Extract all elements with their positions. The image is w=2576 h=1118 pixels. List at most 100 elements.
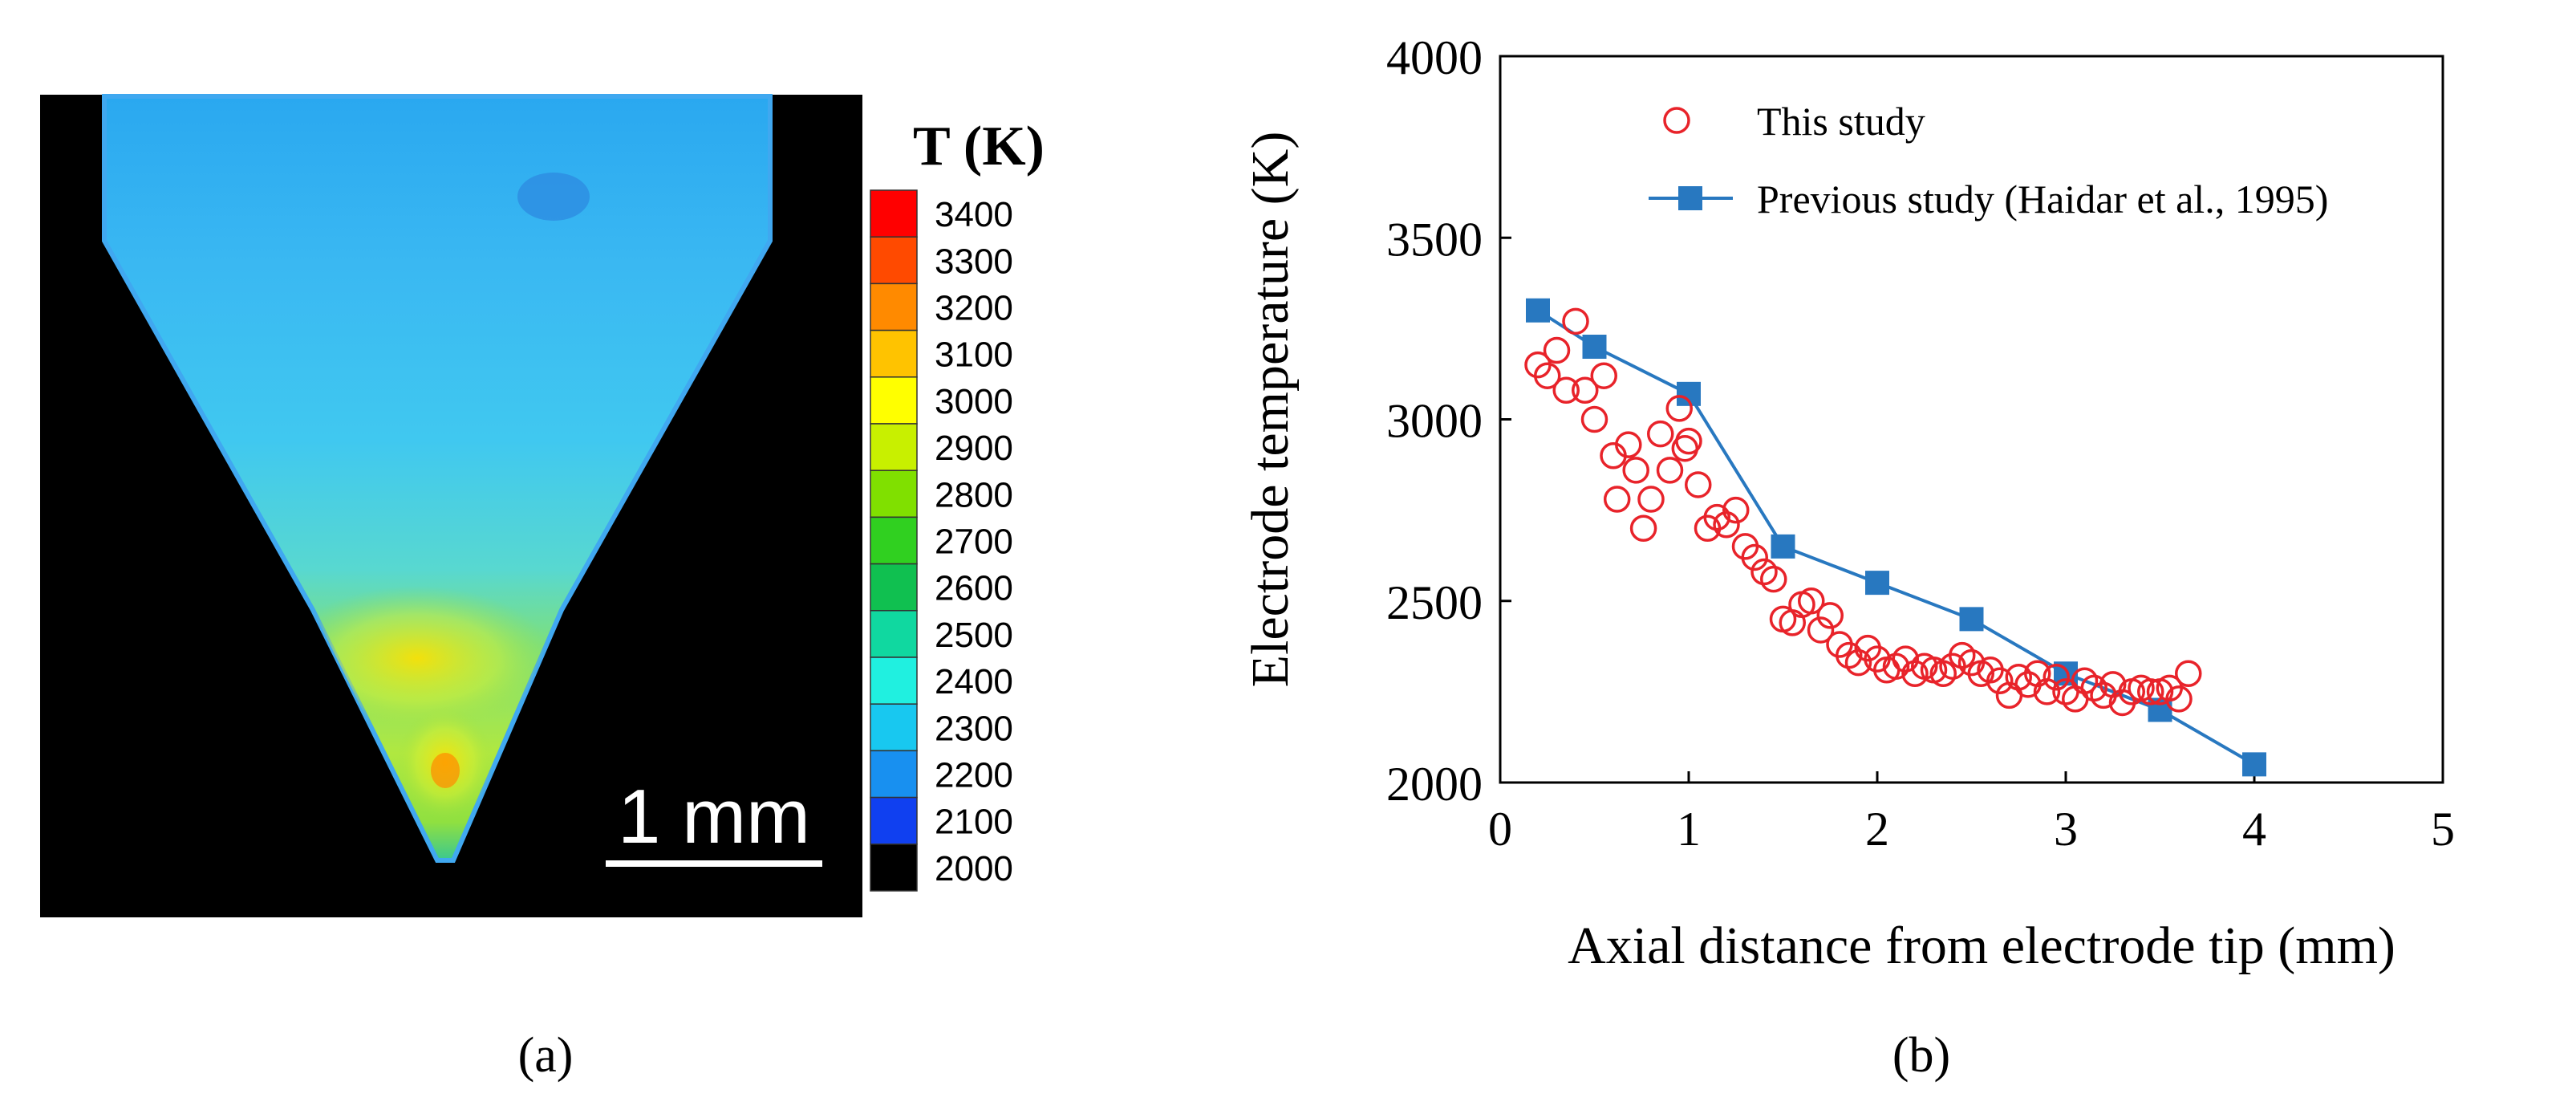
x-tick-label: 3 xyxy=(2054,803,2078,856)
this-study-point xyxy=(1580,405,1608,433)
this-study-point xyxy=(2165,685,2193,713)
this-study-point xyxy=(1949,641,1976,669)
this-study-point xyxy=(1622,457,1649,484)
colorbar-tick-label: 3300 xyxy=(935,242,1013,281)
this-study-point xyxy=(2033,678,2061,705)
legend-label-previous-study: Previous study (Haidar et al., 1995) xyxy=(1757,177,2328,222)
colorbar-swatch-3300 xyxy=(870,236,918,285)
colorbar-swatch-2800 xyxy=(870,470,918,518)
this-study-point xyxy=(1713,510,1740,539)
this-study-point xyxy=(1844,648,1872,677)
colorbar-tick-label: 3000 xyxy=(935,382,1013,421)
colorbar-swatch-2000 xyxy=(870,844,918,892)
colorbar-swatch-3000 xyxy=(870,376,918,425)
colorbar-tick-label: 2200 xyxy=(935,756,1013,795)
this-study-point xyxy=(2137,678,2164,705)
previous-study-point xyxy=(1526,298,1550,323)
this-study-point xyxy=(1760,565,1787,593)
scale-bar-label: 1 mm xyxy=(618,774,810,860)
previous-study-line xyxy=(1536,309,2256,766)
temperature-chart: 0 1 2 3 4 5 2000 2500 3000 3500 4000 This study Prev… xyxy=(1386,31,2455,856)
this-study-point xyxy=(1675,427,1702,455)
this-study-point xyxy=(1615,431,1642,458)
y-tick-label: 2000 xyxy=(1386,758,1483,811)
this-study-point xyxy=(1685,471,1712,498)
x-tick-label: 5 xyxy=(2431,803,2455,856)
this-study-point xyxy=(1703,503,1730,531)
panel-b-label: (b) xyxy=(1892,1028,1950,1083)
colorbar-tick-label: 2700 xyxy=(935,522,1013,562)
previous-study-point xyxy=(1771,534,1795,559)
x-tick-label: 0 xyxy=(1488,803,1512,856)
panel-b: 0 1 2 3 4 5 2000 2500 3000 3500 4000 This study Prev… xyxy=(1241,31,2455,1083)
this-study-point xyxy=(1986,667,2014,695)
this-study-point xyxy=(1637,486,1665,513)
colorbar-tick-label: 2600 xyxy=(935,569,1013,608)
previous-study-point xyxy=(1582,335,1607,359)
x-axis-label: Axial distance from electrode tip (mm) xyxy=(1568,917,2395,975)
this-study-point xyxy=(1543,336,1571,364)
this-study-point xyxy=(2071,667,2099,695)
scale-bar: 1 mm xyxy=(606,774,822,867)
legend-label-this-study: This study xyxy=(1757,99,1925,144)
colorbar-swatch-2400 xyxy=(870,657,918,705)
colorbar-swatch-3100 xyxy=(870,329,918,378)
electrode-thermal-image xyxy=(102,94,773,863)
this-study-point xyxy=(1741,543,1768,571)
this-study-point xyxy=(1779,609,1806,636)
panel-a-label: (a) xyxy=(518,1028,574,1083)
this-study-point xyxy=(1798,587,1825,615)
this-study-point xyxy=(1929,660,1957,687)
legend-marker-previous-study xyxy=(1678,186,1702,210)
colorbar-tick-label: 3400 xyxy=(935,195,1013,234)
colorbar-swatch-2100 xyxy=(870,796,918,845)
this-study-point xyxy=(1534,362,1561,389)
this-study-point xyxy=(1665,395,1693,422)
this-study-point xyxy=(1656,457,1684,484)
colorbar-tick-label: 2500 xyxy=(935,616,1013,655)
this-study-point xyxy=(1892,645,1919,673)
legend: This study Previous study (Haidar et al.,… xyxy=(1649,99,2328,222)
colorbar-swatch-2200 xyxy=(870,750,918,799)
colorbar-tick-label: 2100 xyxy=(935,803,1013,842)
colorbar-tick-label: 2400 xyxy=(935,662,1013,701)
colorbar-tick-label: 2800 xyxy=(935,475,1013,514)
previous-study-point xyxy=(1865,571,1889,596)
colorbar-swatch-2300 xyxy=(870,703,918,752)
legend-marker-this-study xyxy=(1663,107,1690,134)
colorbar: 3400 3300 3200 3100 3000 2900 2800 2700 2600 2500… xyxy=(870,189,1013,892)
y-tick-label: 3000 xyxy=(1386,395,1483,448)
this-study-point xyxy=(1901,660,1929,687)
this-study-point xyxy=(1722,496,1750,524)
x-tick-label: 4 xyxy=(2242,803,2266,856)
this-study-point xyxy=(1647,420,1674,448)
colorbar-swatch-2700 xyxy=(870,516,918,565)
colorbar-swatch-3200 xyxy=(870,283,918,331)
this-study-point xyxy=(2080,674,2107,702)
x-tick-label: 1 xyxy=(1677,803,1701,856)
y-tick-label: 4000 xyxy=(1386,31,1483,84)
panel-a: 1 mm T (K) 3400 3300 3200 3100 3000 2900 2800 2… xyxy=(40,94,1045,1083)
colorbar-tick-label: 3200 xyxy=(935,289,1013,328)
this-study-point xyxy=(1750,558,1778,586)
colorbar-title: T (K) xyxy=(913,116,1045,177)
previous-study-point xyxy=(1959,607,1984,632)
colorbar-swatch-3400 xyxy=(870,189,918,238)
colorbar-swatch-2500 xyxy=(870,610,918,658)
this-study-point xyxy=(1629,514,1657,542)
colorbar-swatch-2900 xyxy=(870,423,918,471)
this-study-point xyxy=(2005,664,2032,691)
colorbar-tick-label: 2900 xyxy=(935,429,1013,468)
x-tick-label: 2 xyxy=(1865,803,1889,856)
this-study-point xyxy=(1562,307,1589,335)
colorbar-tick-label: 2000 xyxy=(935,849,1013,888)
this-study-point xyxy=(1882,653,1910,680)
colorbar-tick-label: 3100 xyxy=(935,335,1013,375)
y-tick-label: 2500 xyxy=(1386,576,1483,629)
this-study-point xyxy=(1807,616,1835,644)
y-tick-label: 3500 xyxy=(1386,213,1483,266)
this-study-point xyxy=(1836,641,1863,669)
this-study-point xyxy=(1816,602,1844,629)
this-study-point xyxy=(1590,362,1617,389)
